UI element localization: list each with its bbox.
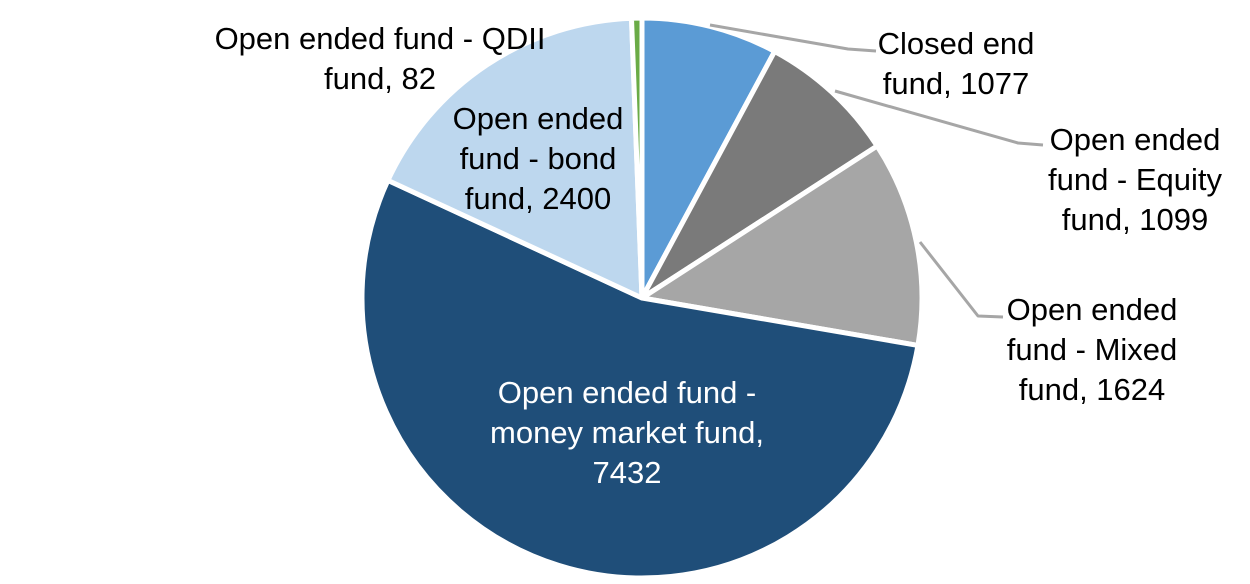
data-label-line: Open ended xyxy=(1050,122,1221,157)
data-label-line: fund - Mixed xyxy=(1007,332,1178,367)
data-label-open-ended-fund-bond-fund: Open ended fund - bond fund, 2400 xyxy=(453,101,624,216)
leader-line-open-ended-fund-equity-fund xyxy=(834,89,1044,147)
data-label-closed-end-fund: Closed end fund, 1077 xyxy=(878,26,1035,101)
data-label-line: fund, 1077 xyxy=(883,66,1030,101)
data-label-line: 7432 xyxy=(593,455,662,490)
data-label-line: fund - bond xyxy=(460,141,617,176)
pie-slice-open-ended-fund-equity-fund xyxy=(639,48,880,301)
data-label-line: Open ended xyxy=(1007,292,1178,327)
data-label-line: fund, 1624 xyxy=(1019,372,1166,407)
pie-slice-open-ended-fund-qdii-fund xyxy=(628,15,645,301)
data-label-line: money market fund, xyxy=(490,415,764,450)
data-label-line: Open ended fund - xyxy=(498,375,757,410)
pie-slice-open-ended-fund-money-market-fund xyxy=(359,177,921,581)
leader-line-closed-end-fund xyxy=(709,23,877,53)
data-label-line: fund, 2400 xyxy=(465,181,612,216)
pie-slice-open-ended-fund-mixed-fund xyxy=(639,143,925,348)
data-label-open-ended-fund-equity-fund: Open ended fund - Equity fund, 1099 xyxy=(1048,122,1223,237)
data-label-line: fund - Equity xyxy=(1048,162,1223,197)
data-label-line: fund, 82 xyxy=(324,61,436,96)
leader-line-open-ended-fund-mixed-fund xyxy=(918,241,1004,319)
data-label-line: fund, 1099 xyxy=(1062,202,1209,237)
data-label-open-ended-fund-qdii-fund: Open ended fund - QDII fund, 82 xyxy=(215,21,546,96)
data-label-line: Open ended fund - QDII xyxy=(215,21,546,56)
pie-slice-open-ended-fund-bond-fund xyxy=(385,15,645,301)
data-label-open-ended-fund-money-market-fund: Open ended fund - money market fund, 7432 xyxy=(490,375,764,490)
data-label-line: Closed end xyxy=(878,26,1035,61)
data-label-open-ended-fund-mixed-fund: Open ended fund - Mixed fund, 1624 xyxy=(1007,292,1178,407)
data-label-line: Open ended xyxy=(453,101,624,136)
